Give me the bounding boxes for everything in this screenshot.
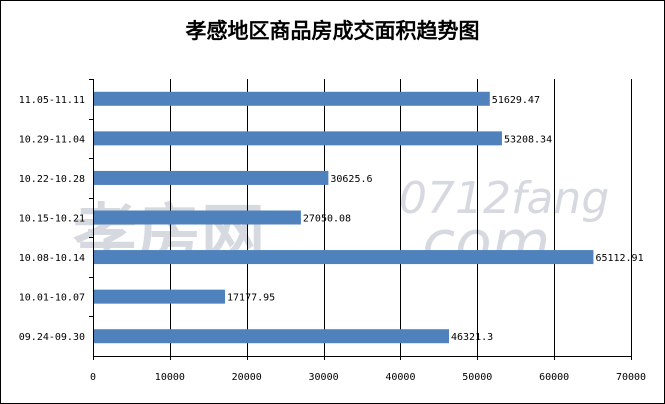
x-tick-label: 40000 (385, 372, 415, 383)
watermark: 孝房网 0712fang.com (73, 173, 609, 278)
bar (94, 170, 329, 185)
bar (94, 250, 594, 265)
bar-value-label: 30625.6 (330, 174, 372, 185)
category-label: 09.24-09.30 (19, 332, 85, 343)
x-tick-label: 0 (90, 372, 96, 383)
bar-value-label: 17177.95 (227, 293, 275, 304)
category-label: 10.29-11.04 (19, 134, 85, 145)
x-tick-label: 60000 (539, 372, 569, 383)
x-tick-label: 20000 (232, 372, 262, 383)
x-tick-label: 10000 (155, 372, 185, 383)
bar-value-label: 46321.3 (451, 332, 493, 343)
bar (94, 210, 301, 225)
bar (94, 91, 490, 106)
category-label: 10.22-10.28 (19, 174, 85, 185)
watermark-text: .com (403, 208, 550, 278)
x-tick-label: 70000 (616, 372, 646, 383)
bar-value-label: 53208.34 (504, 134, 552, 145)
x-tick-label: 30000 (309, 372, 339, 383)
bar (94, 329, 450, 344)
category-label: 11.05-11.11 (19, 95, 85, 106)
category-label: 10.01-10.07 (19, 293, 85, 304)
bar-value-label: 51629.47 (492, 95, 540, 106)
chart-title: 孝感地区商品房成交面积趋势图 (185, 19, 480, 43)
x-tick-label: 50000 (462, 372, 492, 383)
bars (94, 91, 594, 344)
bar-value-label: 27050.08 (303, 214, 351, 225)
labels: 0 10000 20000 30000 40000 50000 60000 70000 11.0… (19, 95, 646, 383)
category-label: 10.08-10.14 (19, 253, 85, 264)
watermark-text: 0712fang (399, 173, 609, 224)
bar-value-label: 65112.91 (595, 253, 643, 264)
bar (94, 289, 226, 304)
category-label: 10.15-10.21 (19, 214, 85, 225)
bar (94, 131, 502, 146)
